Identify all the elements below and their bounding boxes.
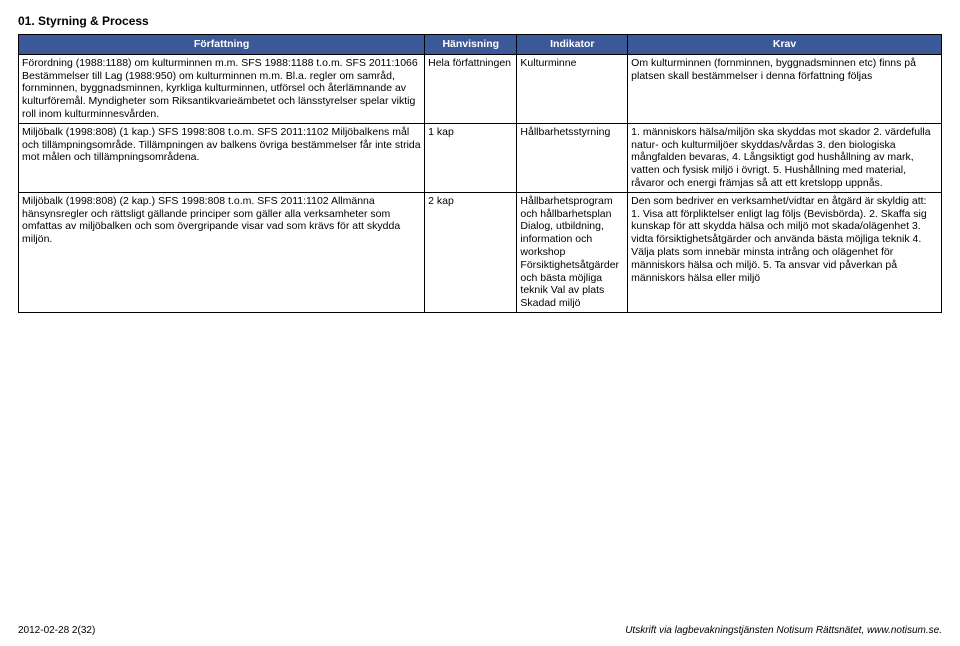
table-row: Miljöbalk (1998:808) (2 kap.) SFS 1998:8… [19, 192, 942, 312]
cell-indikator: Kulturminne [517, 54, 628, 123]
cell-indikator: Hållbarhetsprogram och hållbarhetsplan D… [517, 192, 628, 312]
col-header-krav: Krav [628, 35, 942, 55]
cell-hanvisning: 2 kap [425, 192, 517, 312]
cell-krav: 1. människors hälsa/miljön ska skyddas m… [628, 123, 942, 192]
page: 01. Styrning & Process Författning Hänvi… [0, 0, 960, 313]
col-header-indikator: Indikator [517, 35, 628, 55]
regulations-table: Författning Hänvisning Indikator Krav Fö… [18, 34, 942, 313]
cell-indikator: Hållbarhetsstyrning [517, 123, 628, 192]
col-header-hanvisning: Hänvisning [425, 35, 517, 55]
cell-forfattning: Miljöbalk (1998:808) (2 kap.) SFS 1998:8… [19, 192, 425, 312]
cell-forfattning: Miljöbalk (1998:808) (1 kap.) SFS 1998:8… [19, 123, 425, 192]
table-row: Förordning (1988:1188) om kulturminnen m… [19, 54, 942, 123]
page-footer: 2012-02-28 2(32) Utskrift via lagbevakni… [18, 625, 942, 636]
col-header-forfattning: Författning [19, 35, 425, 55]
cell-hanvisning: 1 kap [425, 123, 517, 192]
cell-forfattning: Förordning (1988:1188) om kulturminnen m… [19, 54, 425, 123]
footer-left: 2012-02-28 2(32) [18, 625, 95, 636]
section-title: 01. Styrning & Process [18, 14, 942, 28]
cell-krav: Den som bedriver en verksamhet/vidtar en… [628, 192, 942, 312]
table-header-row: Författning Hänvisning Indikator Krav [19, 35, 942, 55]
cell-hanvisning: Hela författningen [425, 54, 517, 123]
table-row: Miljöbalk (1998:808) (1 kap.) SFS 1998:8… [19, 123, 942, 192]
cell-krav: Om kulturminnen (fornminnen, byggnadsmin… [628, 54, 942, 123]
footer-right: Utskrift via lagbevakningstjänsten Notis… [625, 625, 942, 636]
